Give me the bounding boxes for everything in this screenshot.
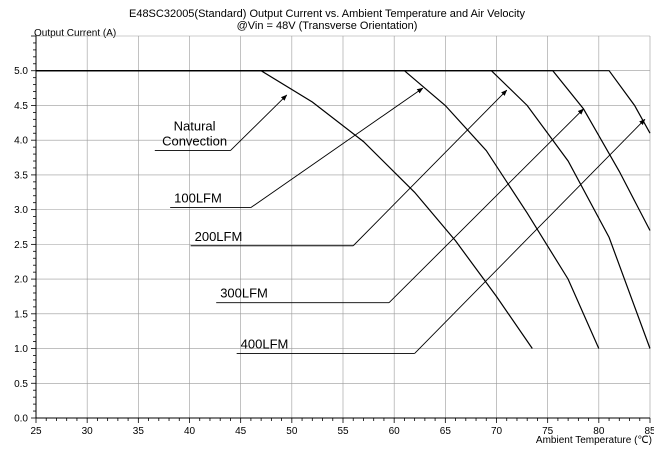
annotation-arrow xyxy=(250,87,424,208)
annotation-arrow xyxy=(230,94,288,151)
x-tick-label: 50 xyxy=(286,426,298,437)
y-tick-label: 3.0 xyxy=(14,205,28,216)
y-tick-label: 4.5 xyxy=(14,101,28,112)
x-tick-label: 35 xyxy=(133,426,145,437)
x-tick-label: 70 xyxy=(491,426,503,437)
y-axis-label: Output Current (A) xyxy=(34,28,117,39)
y-tick-label: 5.0 xyxy=(14,66,28,77)
x-axis-label: Ambient Temperature (℃) xyxy=(535,435,652,446)
annotation-label: Convection xyxy=(162,134,227,149)
x-tick-label: 80 xyxy=(593,426,605,437)
x-tick-label: 40 xyxy=(184,426,196,437)
annotation-label: 200LFM xyxy=(195,229,243,244)
annotation-label: Natural xyxy=(174,119,216,134)
x-tick-label: 55 xyxy=(337,426,349,437)
x-tick-label: 65 xyxy=(440,426,452,437)
y-tick-label: 3.5 xyxy=(14,170,28,181)
annotation-label: 100LFM xyxy=(174,191,222,206)
x-tick-label: 75 xyxy=(542,426,554,437)
annotation-arrow xyxy=(352,89,508,247)
annotation-arrow xyxy=(414,118,646,354)
x-tick-label: 45 xyxy=(235,426,247,437)
y-tick-label: 0.0 xyxy=(14,414,28,425)
chart-title: E48SC32005(Standard) Output Current vs. … xyxy=(128,8,526,20)
annotation-label: 300LFM xyxy=(220,286,268,301)
series-line xyxy=(36,70,533,349)
x-tick-label: 85 xyxy=(644,426,654,437)
x-tick-label: 60 xyxy=(389,426,401,437)
x-tick-label: 25 xyxy=(30,426,42,437)
annotation-label: 400LFM xyxy=(241,336,289,351)
chart-subtitle: @Vin = 48V (Transverse Orientation) xyxy=(236,20,418,32)
annotation-arrow xyxy=(388,108,584,304)
y-tick-label: 0.5 xyxy=(14,379,28,390)
y-tick-label: 2.0 xyxy=(14,275,28,286)
y-tick-label: 4.0 xyxy=(14,136,28,147)
y-tick-label: 1.5 xyxy=(14,309,28,320)
y-tick-label: 1.0 xyxy=(14,344,28,355)
y-tick-label: 2.5 xyxy=(14,240,28,251)
x-tick-label: 30 xyxy=(82,426,94,437)
